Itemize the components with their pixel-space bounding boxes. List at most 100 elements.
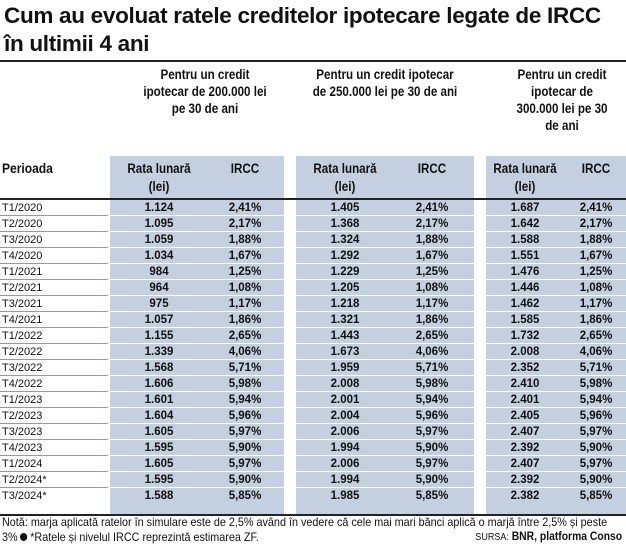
rate-cell: 1.443: [330, 330, 360, 342]
rate-cell: 1.095: [144, 218, 174, 230]
ircc-cell: 1,08%: [415, 282, 449, 294]
row-divider: [0, 455, 626, 456]
table-row: T2/2022 1.339 4,06% 1.673 4,06% 2.008 4,06%: [0, 344, 626, 360]
footnote: Notă: marja aplicată ratelor în simulare…: [2, 515, 623, 545]
ircc-cell: 1,86%: [579, 314, 613, 326]
ircc-header-2: IRCC: [417, 161, 447, 176]
rate-cell: 1.595: [144, 474, 174, 486]
rate-cell: 2.410: [510, 378, 540, 390]
ircc-cell: 5,85%: [415, 490, 449, 502]
period-cell: T1/2022: [2, 330, 43, 342]
row-divider-left: [0, 327, 108, 328]
rate-cell: 975: [149, 298, 169, 310]
group-header-3: Pentru un credit ipotecar de 300.000 lei…: [516, 67, 608, 133]
rate-cell: 1.959: [330, 362, 360, 374]
ircc-cell: 5,96%: [415, 410, 449, 422]
ircc-cell: 2,41%: [415, 202, 449, 214]
rate-cell: 1.994: [330, 442, 360, 454]
rate-cell: 1.124: [144, 202, 174, 214]
ircc-cell: 2,65%: [415, 330, 449, 342]
ircc-cell: 5,97%: [579, 458, 613, 470]
rate-cell: 1.605: [144, 426, 174, 438]
source: SURSA: BNR, platforma Conso: [475, 530, 622, 545]
rate-cell: 2.392: [510, 442, 540, 454]
ircc-cell: 1,67%: [415, 250, 449, 262]
ircc-cell: 2,41%: [579, 202, 613, 214]
rate-cell: 1.368: [330, 218, 360, 230]
rate-cell: 2.392: [510, 474, 540, 486]
ircc-cell: 1,17%: [228, 298, 262, 310]
ircc-cell: 5,97%: [228, 458, 262, 470]
ircc-cell: 1,88%: [579, 234, 613, 246]
rate-cell: 1.732: [510, 330, 540, 342]
table-row: T1/2024 1.605 5,97% 2.006 5,97% 2.407 5,97%: [0, 456, 626, 472]
row-divider-left: [0, 215, 108, 216]
rate-cell: 1.673: [330, 346, 360, 358]
ircc-cell: 5,97%: [415, 458, 449, 470]
row-divider-left: [0, 311, 108, 312]
ircc-cell: 1,86%: [415, 314, 449, 326]
rate-cell: 1.687: [510, 202, 540, 214]
rate-cell: 1.588: [144, 490, 174, 502]
rate-cell: 1.324: [330, 234, 360, 246]
rate-cell: 2.004: [330, 410, 360, 422]
ircc-cell: 4,06%: [415, 346, 449, 358]
rate-cell: 1.059: [144, 234, 174, 246]
row-divider-left: [0, 407, 108, 408]
row-divider: [0, 391, 626, 392]
rate-cell: 1.321: [330, 314, 360, 326]
table-row: T4/2020 1.034 1,67% 1.292 1,67% 1.551 1,67%: [0, 248, 626, 264]
rate-cell: 2.407: [510, 426, 540, 438]
ircc-cell: 5,85%: [228, 490, 262, 502]
ircc-cell: 5,90%: [228, 442, 262, 454]
row-divider-left: [0, 279, 108, 280]
row-divider-left: [0, 455, 108, 456]
period-cell: T4/2023: [2, 442, 43, 454]
row-divider: [0, 295, 626, 296]
table-row: T2/2020 1.095 2,17% 1.368 2,17% 1.642 2,17%: [0, 216, 626, 232]
period-cell: T2/2022: [2, 346, 43, 358]
band-group-3: [486, 156, 626, 516]
rate-cell: 1.218: [330, 298, 360, 310]
ircc-cell: 5,96%: [228, 410, 262, 422]
band-group-1: [110, 156, 284, 516]
ircc-cell: 5,94%: [415, 394, 449, 406]
ircc-cell: 5,94%: [228, 394, 262, 406]
row-divider: [0, 407, 626, 408]
ircc-cell: 4,06%: [579, 346, 613, 358]
rate-cell: 984: [149, 266, 169, 278]
ircc-cell: 5,94%: [579, 394, 613, 406]
period-cell: T3/2022: [2, 362, 43, 374]
rate-cell: 1.476: [510, 266, 540, 278]
ircc-cell: 1,25%: [228, 266, 262, 278]
period-cell: T1/2020: [2, 202, 43, 214]
rate-cell: 1.446: [510, 282, 540, 294]
row-divider: [0, 471, 626, 472]
ircc-cell: 1,17%: [415, 298, 449, 310]
ircc-cell: 1,67%: [579, 250, 613, 262]
ircc-cell: 1,25%: [579, 266, 613, 278]
rate-cell: 1.595: [144, 442, 174, 454]
row-divider: [0, 423, 626, 424]
footnote-estimate: *Ratele și nivelul IRCC reprezintă estim…: [30, 530, 259, 544]
rate-cell: 1.605: [144, 458, 174, 470]
table-row: T2/2024* 1.595 5,90% 1.994 5,90% 2.392 5,90%: [0, 472, 626, 488]
footnote-text: Notă: marja aplicată ratelor în simulare…: [2, 515, 608, 544]
table-row: T1/2022 1.155 2,65% 1.443 2,65% 1.732 2,65%: [0, 328, 626, 344]
ircc-cell: 5,90%: [415, 474, 449, 486]
rate-cell: 1.205: [330, 282, 360, 294]
ircc-cell: 5,90%: [579, 442, 613, 454]
period-cell: T4/2021: [2, 314, 43, 326]
rate-cell: 964: [149, 282, 169, 294]
header-divider: [0, 198, 626, 200]
period-cell: T3/2021: [2, 298, 43, 310]
row-divider: [0, 439, 626, 440]
rate-cell: 1.462: [510, 298, 540, 310]
rate-header-3: Rata lunară (lei): [493, 161, 557, 194]
table-row: T1/2023 1.601 5,94% 2.001 5,94% 2.401 5,94%: [0, 392, 626, 408]
ircc-cell: 5,90%: [579, 474, 613, 486]
ircc-cell: 5,85%: [579, 490, 613, 502]
ircc-cell: 5,97%: [415, 426, 449, 438]
row-divider-left: [0, 263, 108, 264]
ircc-cell: 5,98%: [579, 378, 613, 390]
